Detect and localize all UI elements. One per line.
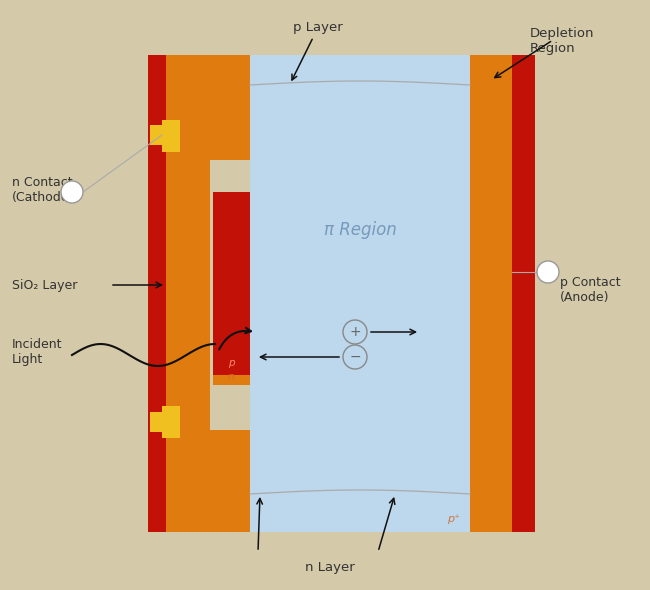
Circle shape bbox=[537, 261, 559, 283]
Bar bbox=[213, 365, 250, 375]
Bar bbox=[148, 55, 166, 532]
Bar bbox=[213, 192, 250, 370]
Text: π Region: π Region bbox=[324, 221, 396, 239]
Bar bbox=[148, 55, 210, 160]
Text: Incident
Light: Incident Light bbox=[12, 338, 62, 366]
Text: n Contact
(Cathode): n Contact (Cathode) bbox=[12, 176, 74, 204]
Text: p Contact
(Anode): p Contact (Anode) bbox=[560, 276, 621, 304]
Bar bbox=[162, 406, 180, 438]
Bar bbox=[470, 55, 512, 532]
Bar bbox=[210, 160, 250, 430]
Circle shape bbox=[61, 181, 83, 203]
Text: Depletion
Region: Depletion Region bbox=[530, 27, 595, 55]
Bar bbox=[150, 125, 164, 145]
Bar bbox=[250, 55, 470, 532]
Text: +: + bbox=[349, 325, 361, 339]
Text: p: p bbox=[227, 358, 234, 368]
Bar bbox=[512, 55, 535, 532]
Bar bbox=[148, 417, 210, 532]
Text: p Layer: p Layer bbox=[292, 21, 343, 80]
Bar bbox=[150, 412, 164, 432]
Text: n Layer: n Layer bbox=[305, 562, 355, 575]
Bar bbox=[162, 120, 180, 152]
Bar bbox=[166, 55, 250, 532]
Text: SiO₂ Layer: SiO₂ Layer bbox=[12, 278, 77, 291]
Bar bbox=[213, 367, 250, 385]
Text: n: n bbox=[227, 372, 234, 382]
Text: p⁺: p⁺ bbox=[447, 514, 460, 524]
Text: −: − bbox=[349, 350, 361, 364]
